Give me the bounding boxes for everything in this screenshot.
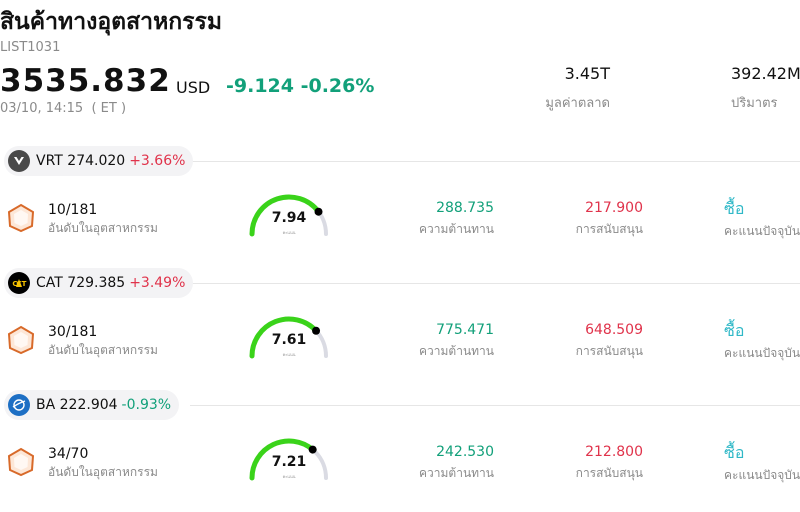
score-gauge: 7.61 คะแนน	[249, 316, 328, 359]
stock-ticker: CAT	[36, 275, 63, 291]
stock-section: VRT 274.020 +3.66% 10/181 อันดับในอุตสาหก…	[0, 146, 800, 268]
stock-change-percent: +3.66%	[129, 153, 186, 169]
score-value: 7.61	[272, 332, 307, 348]
support-label: การสนับสนุน	[575, 466, 643, 480]
support-value: 212.800	[585, 444, 643, 460]
score-value: 7.21	[272, 454, 307, 470]
rating-label: คะแนนปัจจุบัน	[724, 346, 800, 360]
volume-label: ปริมาตร	[731, 96, 778, 111]
svg-text:T: T	[22, 280, 27, 288]
gauge-fill	[249, 438, 316, 481]
score-gauge: 7.21 คะแนน	[249, 438, 328, 481]
industry-rank-label: อันดับในอุตสาหกรรม	[48, 465, 158, 479]
timestamp: 03/10, 14:15 ( ET )	[0, 101, 127, 116]
resistance-label: ความต้านทาน	[419, 222, 494, 236]
support-value: 648.509	[585, 322, 643, 338]
boeing-logo-icon	[8, 394, 30, 416]
stock-section: CCT CAT 729.385+3.49% 30/181 อันดับในอุต…	[0, 268, 800, 390]
gauge-marker	[312, 326, 321, 335]
page-title: สินค้าทางอุตสาหกรรม	[0, 9, 223, 35]
support-value: 217.900	[585, 200, 643, 216]
stock-price: 222.904	[59, 397, 118, 413]
stock-price: 274.020	[67, 153, 126, 169]
industry-rank: 34/70	[48, 446, 89, 462]
svg-text:C: C	[12, 280, 17, 288]
industry-rank: 10/181	[48, 202, 98, 218]
resistance-value: 775.471	[436, 322, 494, 338]
section-divider	[190, 405, 800, 406]
support-label: การสนับสนุน	[575, 222, 643, 236]
vertiv-logo-icon	[8, 150, 30, 172]
price-change: -9.124 -0.26%	[226, 75, 374, 97]
gauge-marker	[314, 207, 323, 216]
resistance-label: ความต้านทาน	[419, 344, 494, 358]
support-label: การสนับสนุน	[575, 344, 643, 358]
rating-value: ซื้อ	[724, 443, 745, 462]
rank-hexagon-icon	[7, 203, 35, 233]
gauge-fill	[249, 194, 322, 237]
currency-label: USD	[176, 78, 211, 97]
stock-ticker: BA	[36, 397, 56, 413]
rating-value: ซื้อ	[724, 199, 745, 218]
rating-value: ซื้อ	[724, 321, 745, 340]
list-code: LIST1031	[0, 40, 61, 55]
stock-price: 729.385	[67, 275, 126, 291]
resistance-value: 242.530	[436, 444, 494, 460]
market-cap-value: 3.45T	[564, 64, 610, 83]
rating-label: คะแนนปัจจุบัน	[724, 224, 800, 238]
industry-rank-label: อันดับในอุตสาหกรรม	[48, 343, 158, 357]
gauge-marker	[308, 445, 317, 454]
stock-chip[interactable]: BA 222.904 -0.93%	[4, 390, 180, 420]
change-value: -9.124	[226, 75, 294, 97]
score-label: คะแนน	[283, 230, 296, 235]
section-divider	[190, 161, 800, 162]
gauge-fill	[249, 316, 319, 359]
stock-chip[interactable]: VRT 274.020 +3.66%	[4, 146, 194, 176]
score-value: 7.94	[272, 210, 307, 226]
stock-section: BA 222.904 -0.93% 34/70 อันดับในอุตสาหกรร…	[0, 390, 800, 512]
rank-hexagon-icon	[7, 447, 35, 477]
score-label: คะแนน	[283, 352, 296, 357]
stock-ticker: VRT	[36, 153, 63, 169]
resistance-label: ความต้านทาน	[419, 466, 494, 480]
rating-label: คะแนนปัจจุบัน	[724, 468, 800, 482]
industry-rank-label: อันดับในอุตสาหกรรม	[48, 221, 158, 235]
index-price: 3535.832	[0, 63, 171, 99]
stock-change-percent: +3.49%	[129, 275, 186, 291]
stock-change-percent: -0.93%	[121, 397, 172, 413]
volume-value: 392.42M	[731, 64, 800, 83]
cat-logo-icon: CCT	[8, 272, 30, 294]
score-gauge: 7.94 คะแนน	[249, 194, 328, 237]
score-label: คะแนน	[283, 474, 296, 479]
industry-rank: 30/181	[48, 324, 98, 340]
stock-chip[interactable]: CCT CAT 729.385+3.49%	[4, 268, 194, 298]
change-percent: -0.26%	[300, 75, 375, 97]
section-divider	[190, 283, 800, 284]
market-cap-label: มูลค่าตลาด	[545, 96, 610, 111]
rank-hexagon-icon	[7, 325, 35, 355]
resistance-value: 288.735	[436, 200, 494, 216]
